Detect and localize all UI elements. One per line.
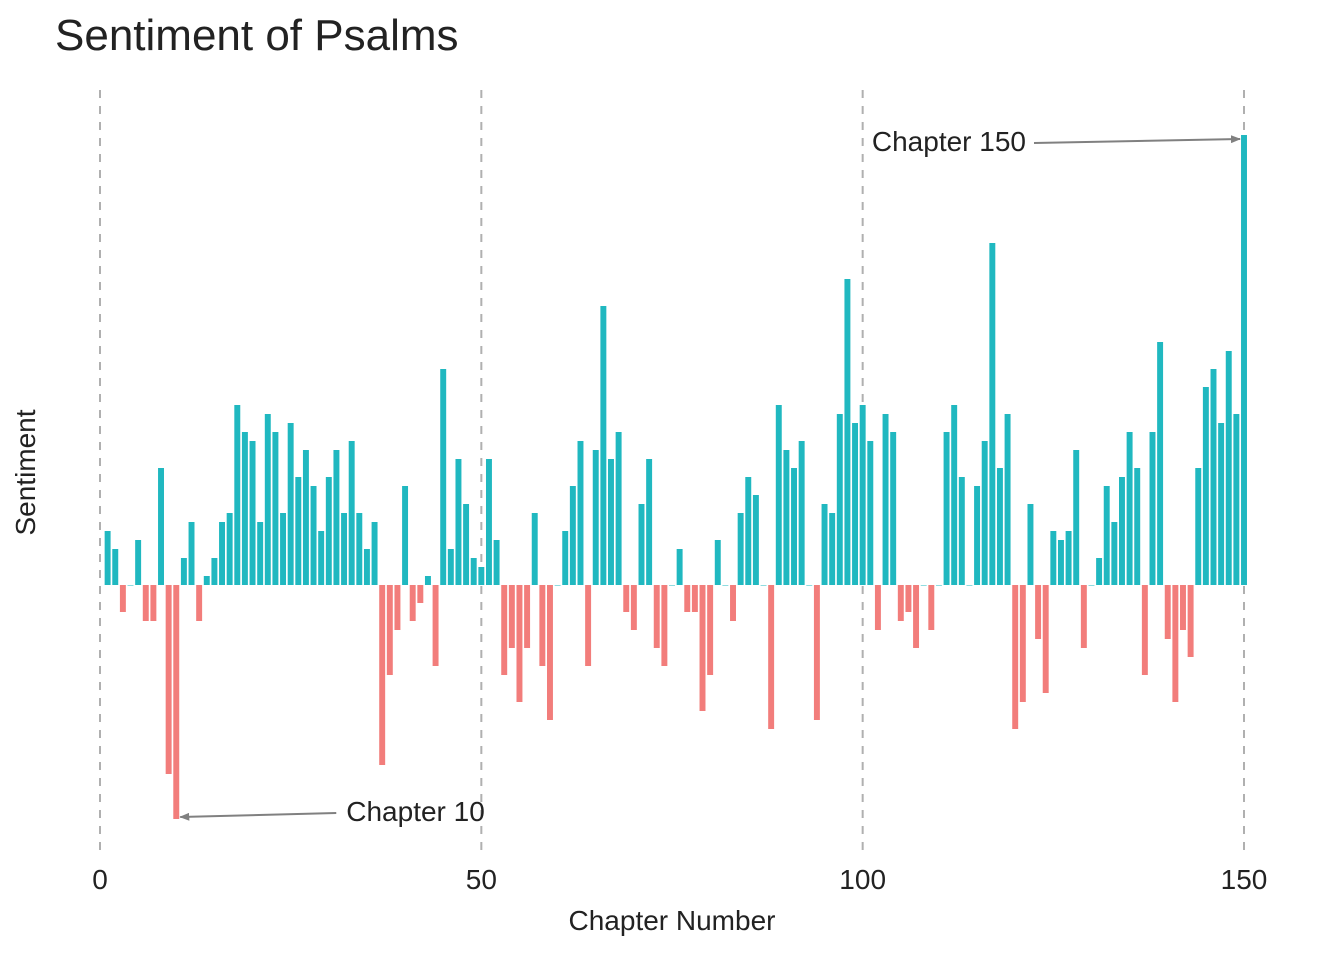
- svg-text:0: 0: [92, 864, 108, 895]
- chart-svg: 0 50 100 150 Chapter 150 Chapter 10 Sentimen…: [0, 0, 1344, 960]
- svg-text:150: 150: [1221, 864, 1268, 895]
- svg-text:100: 100: [839, 864, 886, 895]
- bars: [105, 135, 1247, 819]
- svg-text:Chapter 10: Chapter 10: [346, 796, 485, 827]
- svg-text:50: 50: [466, 864, 497, 895]
- chart-title: Sentiment of Psalms: [55, 11, 459, 60]
- grid-lines: [100, 90, 1244, 855]
- x-tick-labels: 0 50 100 150: [92, 864, 1267, 895]
- sentiment-chart: 0 50 100 150 Chapter 150 Chapter 10 Sentimen…: [0, 0, 1344, 960]
- x-axis-label: Chapter Number: [569, 905, 776, 936]
- svg-text:Chapter 150: Chapter 150: [872, 126, 1026, 157]
- y-axis-label: Sentiment: [10, 409, 41, 535]
